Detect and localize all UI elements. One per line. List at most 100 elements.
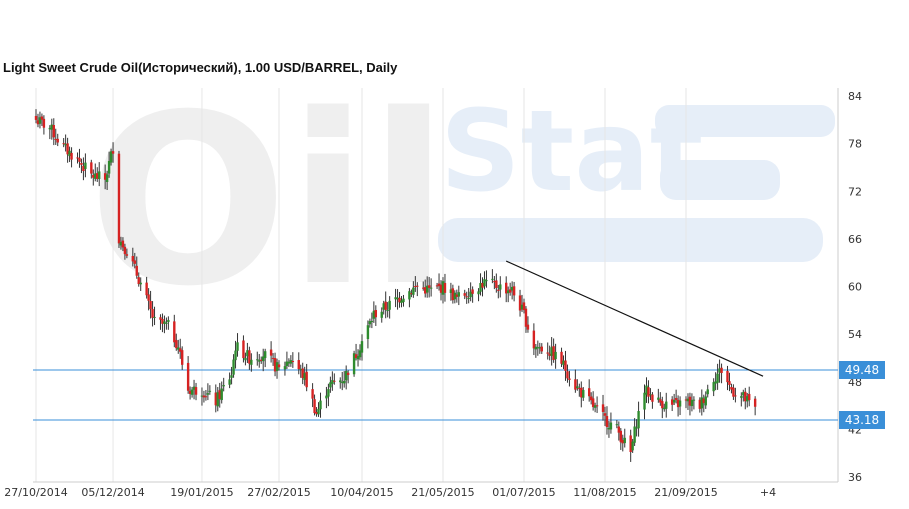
candle-body <box>661 401 664 409</box>
candle-body <box>748 393 751 401</box>
candle-body <box>398 297 401 303</box>
candle-body <box>493 281 496 283</box>
candle-body <box>119 241 123 246</box>
candle-body <box>402 298 405 303</box>
candle <box>659 392 662 406</box>
candle-body <box>68 150 71 157</box>
candle <box>242 335 245 363</box>
candle-body <box>289 360 293 364</box>
candle <box>398 291 401 308</box>
candle-body <box>186 362 190 391</box>
candle <box>497 284 500 299</box>
candle <box>402 294 405 307</box>
candle-body <box>303 373 306 380</box>
candle <box>204 389 208 401</box>
candle-body <box>469 291 472 298</box>
x-tick-label: 21/09/2015 <box>654 486 717 499</box>
candle-body <box>135 265 138 276</box>
candle-body <box>149 300 152 310</box>
candle <box>291 352 295 368</box>
candle-body <box>133 260 136 264</box>
x-tick-label: 21/05/2015 <box>411 486 474 499</box>
candle <box>159 314 162 330</box>
candle-body <box>299 369 302 371</box>
candle-body <box>728 381 731 385</box>
candle <box>414 276 417 292</box>
candle-body <box>96 173 99 179</box>
candle-body <box>179 348 182 352</box>
candle <box>546 342 549 360</box>
y-tick-label: 54 <box>848 328 862 341</box>
candle <box>177 339 180 354</box>
candle-body <box>339 380 342 383</box>
candle <box>742 389 745 402</box>
candle <box>467 288 470 304</box>
candle-body <box>499 284 502 290</box>
candle <box>534 344 538 358</box>
candle <box>366 320 370 349</box>
candle <box>52 118 55 146</box>
candle <box>262 348 265 372</box>
candle <box>54 128 57 145</box>
candle-body <box>712 382 715 392</box>
candle <box>595 396 599 413</box>
candle <box>657 388 660 403</box>
candle <box>256 351 259 366</box>
candle <box>370 312 374 329</box>
candle <box>153 306 156 326</box>
candle <box>107 151 111 178</box>
candle-body <box>343 380 346 384</box>
candle <box>429 278 433 297</box>
candle <box>145 276 148 299</box>
candle-body <box>283 366 287 370</box>
candle <box>593 402 597 413</box>
candle <box>424 279 427 298</box>
candle-body <box>643 392 646 410</box>
candle-body <box>194 387 198 395</box>
candle-body <box>562 360 565 366</box>
candle <box>587 379 591 402</box>
candle <box>94 163 97 182</box>
candle <box>477 288 480 302</box>
candle <box>714 372 717 391</box>
candle <box>380 307 383 323</box>
candle <box>676 395 680 417</box>
candle-body <box>222 385 225 387</box>
candle-body <box>615 424 619 426</box>
candle <box>408 287 411 308</box>
candle-body <box>76 157 79 159</box>
y-tick-label: 60 <box>848 281 862 294</box>
candle <box>589 392 593 405</box>
candle-body <box>202 395 206 398</box>
candle <box>621 434 624 452</box>
candle-body <box>103 173 107 180</box>
candle <box>382 300 385 315</box>
candle <box>111 142 115 163</box>
candle <box>80 158 83 174</box>
candle <box>526 316 530 333</box>
candle <box>137 272 140 287</box>
candle-body <box>540 346 543 352</box>
candle <box>299 364 302 378</box>
candle-body <box>386 310 389 312</box>
candle <box>269 341 273 363</box>
candle <box>289 355 293 367</box>
trendline[interactable] <box>505 260 764 377</box>
candle-body <box>495 280 498 288</box>
horizontal-levels <box>33 369 838 421</box>
candle-body <box>131 255 135 262</box>
candle <box>506 286 510 303</box>
candle-body <box>388 300 391 310</box>
candle-body <box>230 375 233 378</box>
candle-body <box>603 413 607 416</box>
candle-body <box>234 350 237 361</box>
candle-body <box>352 353 356 375</box>
candle-body <box>716 373 719 383</box>
candle <box>275 358 279 379</box>
x-tick-label: 19/01/2015 <box>170 486 233 499</box>
candle <box>580 381 583 408</box>
candle <box>50 118 54 140</box>
candle <box>273 352 277 377</box>
candle-body <box>181 350 184 365</box>
